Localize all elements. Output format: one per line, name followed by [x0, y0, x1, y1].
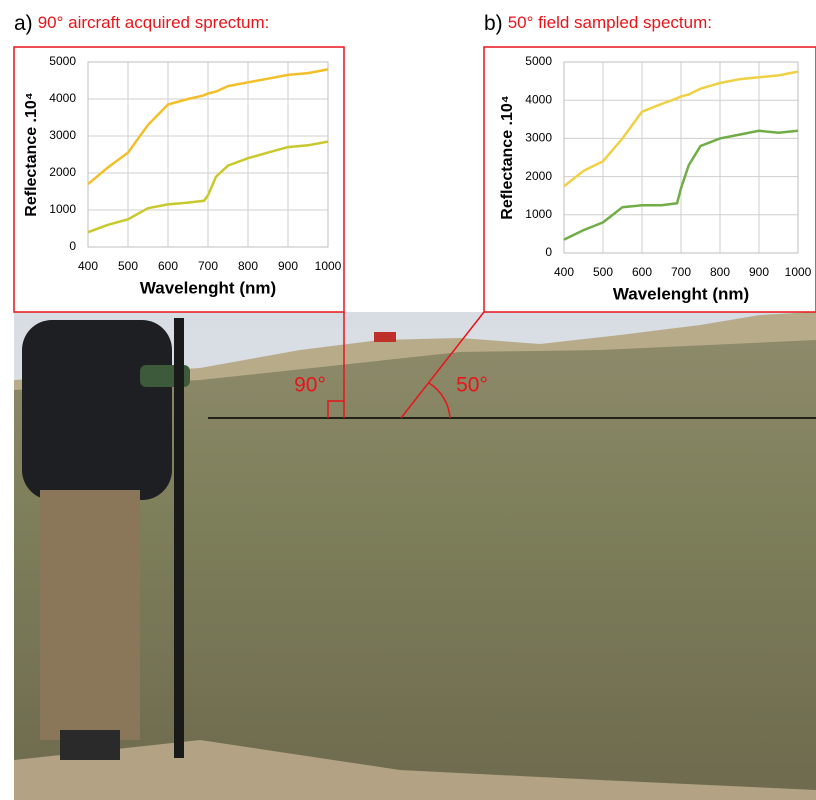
panel-label: a) — [14, 12, 33, 35]
chart-title: 90° aircraft acquired sprectum: — [38, 13, 270, 32]
right-angle — [327, 400, 344, 418]
x-tick-label: 1000 — [315, 259, 342, 273]
panel-title: b) 50° field sampled spectum: — [484, 12, 712, 35]
jacket — [22, 320, 172, 500]
view-line — [400, 311, 485, 419]
person — [22, 318, 190, 760]
angle-arc — [428, 382, 451, 419]
chart: b) 50° field sampled spectum: 0 1000 2000 300… — [483, 12, 816, 313]
sand — [14, 740, 816, 800]
y-axis-label: Reflectance .10⁴ — [499, 95, 516, 220]
y-tick-label: 3000 — [49, 128, 76, 142]
y-tick-label: 2000 — [525, 169, 552, 183]
y-tick-label: 0 — [69, 239, 76, 253]
shoes — [60, 730, 120, 760]
plot-border — [563, 61, 799, 254]
spectrum-line — [87, 140, 329, 234]
spectrum-line — [563, 129, 799, 241]
x-tick-label: 900 — [749, 265, 769, 279]
x-tick-label: 500 — [118, 259, 138, 273]
bag — [374, 332, 396, 342]
x-tick-label: 500 — [593, 265, 613, 279]
x-tick-label: 900 — [278, 259, 298, 273]
chart: a) 90° aircraft acquired sprectum: 0 1000 20… — [13, 12, 345, 313]
y-tick-label: 3000 — [525, 131, 552, 145]
x-tick-label: 800 — [238, 259, 258, 273]
spectrum-line — [563, 70, 799, 188]
x-tick-label: 400 — [78, 259, 98, 273]
y-axis-label: Reflectance .10⁴ — [23, 92, 40, 217]
y-tick-label: 1000 — [49, 202, 76, 216]
grass — [14, 340, 816, 800]
y-tick-label: 0 — [545, 245, 552, 259]
x-axis-label: Wavelenght (nm) — [140, 278, 276, 297]
plot-border — [87, 61, 329, 248]
panel-label: b) — [484, 12, 503, 35]
y-tick-label: 4000 — [525, 92, 552, 106]
y-tick-label: 5000 — [525, 54, 552, 68]
pole — [174, 318, 184, 758]
angle-label: 90° — [294, 374, 326, 397]
x-tick-label: 400 — [554, 265, 574, 279]
chart-title: 50° field sampled spectum: — [508, 13, 712, 32]
angle-label: 50° — [456, 374, 488, 397]
x-tick-label: 700 — [198, 259, 218, 273]
y-tick-label: 1000 — [525, 207, 552, 221]
y-tick-label: 2000 — [49, 165, 76, 179]
x-tick-label: 1000 — [785, 265, 812, 279]
x-tick-label: 600 — [632, 265, 652, 279]
trousers — [40, 490, 140, 740]
y-tick-label: 4000 — [49, 91, 76, 105]
x-tick-label: 700 — [671, 265, 691, 279]
chart-frame — [13, 46, 345, 313]
spectrum-line — [87, 68, 329, 186]
chart-frame — [483, 46, 816, 313]
x-tick-label: 800 — [710, 265, 730, 279]
x-tick-label: 600 — [158, 259, 178, 273]
x-axis-label: Wavelenght (nm) — [613, 284, 749, 303]
y-tick-label: 5000 — [49, 54, 76, 68]
panel-title: a) 90° aircraft acquired sprectum: — [14, 12, 269, 35]
photo: 90° 50° — [14, 311, 816, 800]
